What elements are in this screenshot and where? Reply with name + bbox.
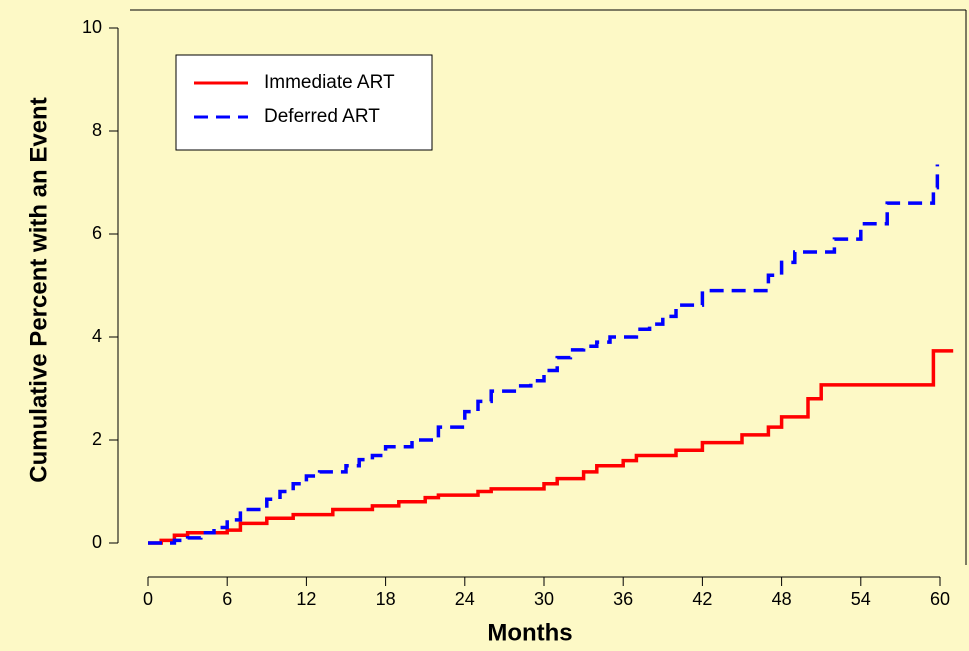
- x-tick-label: 12: [296, 589, 316, 609]
- x-tick-label: 54: [851, 589, 871, 609]
- y-tick-label: 10: [82, 17, 102, 37]
- x-tick-label: 48: [772, 589, 792, 609]
- y-tick-label: 0: [92, 532, 102, 552]
- x-tick-label: 18: [376, 589, 396, 609]
- x-tick-label: 24: [455, 589, 475, 609]
- y-tick-label: 6: [92, 223, 102, 243]
- legend-label: Deferred ART: [264, 106, 380, 127]
- x-tick-label: 60: [930, 589, 950, 609]
- legend-box: [175, 54, 433, 151]
- x-tick-label: 6: [222, 589, 232, 609]
- x-tick-label: 36: [613, 589, 633, 609]
- y-tick-label: 4: [92, 326, 102, 346]
- x-tick-label: 42: [692, 589, 712, 609]
- x-tick-label: 0: [143, 589, 153, 609]
- y-tick-label: 2: [92, 429, 102, 449]
- step-line: [148, 349, 954, 545]
- step-line: [148, 164, 940, 545]
- legend-label: Immediate ART: [264, 72, 395, 93]
- x-axis-label: Months: [487, 619, 572, 646]
- y-axis-label: Cumulative Percent with an Event: [25, 97, 52, 482]
- x-tick-label: 30: [534, 589, 554, 609]
- y-tick-label: 8: [92, 120, 102, 140]
